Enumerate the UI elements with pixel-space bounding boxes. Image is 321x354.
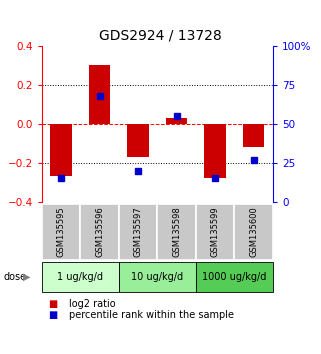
Text: GSM135600: GSM135600 — [249, 206, 258, 257]
Bar — [166, 118, 187, 124]
Bar — [204, 124, 226, 178]
Text: GDS2924 / 13728: GDS2924 / 13728 — [99, 28, 222, 42]
Bar — [196, 262, 273, 292]
Bar — [119, 262, 196, 292]
Bar — [243, 124, 264, 147]
Text: GSM135598: GSM135598 — [172, 206, 181, 257]
Text: ■: ■ — [48, 299, 57, 309]
Bar — [50, 124, 72, 176]
Text: 1 ug/kg/d: 1 ug/kg/d — [57, 272, 103, 282]
Bar — [234, 204, 273, 260]
Text: 10 ug/kg/d: 10 ug/kg/d — [131, 272, 183, 282]
Text: GSM135599: GSM135599 — [211, 206, 220, 257]
Text: 1000 ug/kg/d: 1000 ug/kg/d — [202, 272, 266, 282]
Bar — [80, 204, 119, 260]
Text: GSM135596: GSM135596 — [95, 206, 104, 257]
Bar — [119, 204, 157, 260]
Text: GSM135595: GSM135595 — [56, 206, 65, 257]
Text: percentile rank within the sample: percentile rank within the sample — [69, 310, 234, 320]
Bar — [196, 204, 234, 260]
Bar — [42, 204, 80, 260]
Bar — [127, 124, 149, 157]
Bar — [42, 262, 119, 292]
Text: log2 ratio: log2 ratio — [69, 299, 116, 309]
Text: ▶: ▶ — [22, 272, 30, 282]
Text: ■: ■ — [48, 310, 57, 320]
Text: GSM135597: GSM135597 — [134, 206, 143, 257]
Text: dose: dose — [3, 272, 26, 282]
Bar — [157, 204, 196, 260]
Bar — [89, 65, 110, 124]
